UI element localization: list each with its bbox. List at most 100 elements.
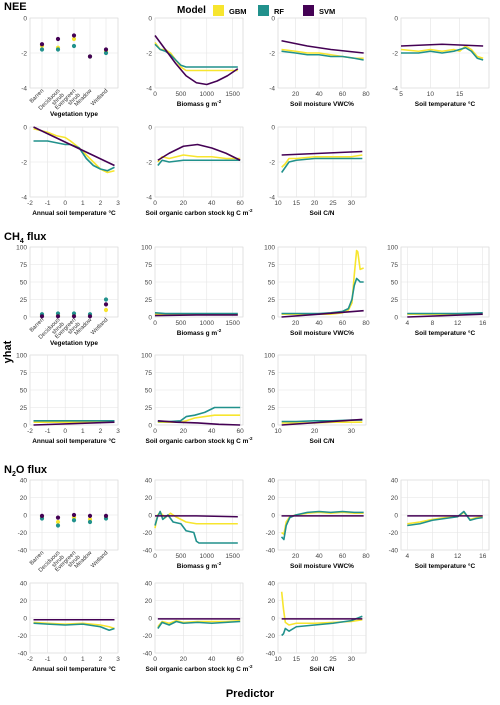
y-tick-label: -40 [266, 548, 276, 555]
y-tick-label: 40 [268, 478, 276, 485]
y-tick-label: 0 [23, 616, 27, 623]
x-tick-label: 1000 [200, 553, 215, 560]
x-tick-label: 30 [348, 428, 356, 435]
x-tick-label-line: Wetland [90, 317, 109, 336]
line-rf [154, 510, 238, 544]
x-axis-title: Biomass g m-2 [177, 328, 222, 337]
legend-title: Model [177, 5, 206, 16]
y-tick-label: -4 [21, 86, 27, 93]
section-title-subscript: 2 [12, 471, 16, 478]
y-tick-label: 100 [264, 353, 275, 360]
panel-ch4-7: 0 25 50 75 100 10 20 30 Soil C/N [264, 353, 367, 445]
point-svm [71, 512, 77, 518]
x-tick-label: 30 [348, 200, 356, 207]
y-tick-label: 50 [20, 280, 28, 287]
y-tick-label: -40 [143, 651, 153, 658]
point-rf [103, 297, 109, 302]
line-rf [154, 312, 238, 315]
x-tick-label: 40 [208, 428, 216, 435]
line-gbm [33, 621, 115, 630]
y-tick-label: -40 [18, 651, 28, 658]
y-tick-label: -4 [392, 86, 398, 93]
y-tick-label: 0 [148, 125, 152, 132]
x-tick-label: 16 [479, 553, 487, 560]
y-tick-label: -4 [146, 86, 152, 93]
y-tick-label: 20 [20, 495, 28, 502]
x-axis-title-text: Annual soil temperature °C [32, 665, 116, 673]
x-tick-label: 0 [63, 428, 67, 435]
x-axis-title-superscript: -2 [217, 99, 221, 104]
y-tick-label: -20 [18, 530, 28, 537]
y-tick-label: 0 [394, 315, 398, 322]
x-axis-title-text: Soil C/N [310, 666, 335, 673]
line-gbm [157, 619, 241, 628]
x-tick-label: 60 [339, 553, 347, 560]
section-title-main: NEE [4, 1, 27, 13]
point-gbm [71, 36, 77, 42]
x-axis-title: Soil moisture VWC% [290, 330, 354, 337]
line-rf [157, 620, 241, 629]
line-rf [154, 43, 238, 68]
y-tick-label: 20 [391, 495, 399, 502]
line-rf [407, 312, 483, 315]
y-tick-label: 50 [391, 280, 399, 287]
y-tick-label: -40 [18, 548, 28, 555]
line-svm [281, 39, 364, 54]
y-tick-label: -2 [146, 51, 152, 58]
line-rf [281, 277, 364, 315]
point-svm [55, 515, 61, 520]
legend-swatch-svm [303, 5, 314, 16]
x-axis-title: Soil temperature °C [415, 329, 476, 337]
y-tick-label: -4 [269, 86, 275, 93]
line-svm [281, 418, 363, 426]
line-svm [157, 143, 241, 161]
point-rf [87, 519, 93, 525]
line-rf [281, 157, 363, 173]
x-tick-label: -1 [45, 428, 51, 435]
x-tick-label: 1500 [225, 320, 240, 327]
x-tick-label: 2 [99, 428, 103, 435]
x-axis-title: Soil C/N [310, 666, 335, 673]
y-tick-label: 25 [268, 297, 276, 304]
x-axis-title-superscript: -2 [248, 208, 252, 213]
x-tick-label: 5 [399, 91, 403, 98]
line-svm [281, 150, 363, 156]
panel-nee-1: -4-20BarrenDeciduousshrubEvergreenshrubM… [21, 16, 119, 118]
x-tick-label: 20 [292, 91, 300, 98]
x-tick-label: 20 [311, 428, 319, 435]
section-title-ch4: CH4 flux [4, 231, 47, 245]
x-tick-label: -2 [27, 200, 33, 207]
y-tick-label: -2 [146, 160, 152, 167]
x-axis-title-text: Biomass g m [177, 101, 218, 108]
line-rf [33, 622, 115, 632]
x-axis-title: Annual soil temperature °C [32, 437, 116, 445]
x-tick-label: 25 [329, 200, 337, 207]
x-tick-label: 80 [362, 320, 370, 327]
panels: -4-20BarrenDeciduousshrubEvergreenshrubM… [16, 16, 490, 673]
section-title-subscript: 4 [20, 238, 24, 245]
y-tick-label: 100 [387, 245, 398, 252]
y-tick-label: 40 [145, 581, 153, 588]
y-tick-label: 40 [20, 478, 28, 485]
y-tick-label: 20 [145, 598, 153, 605]
x-axis-title-text: Soil moisture VWC% [290, 330, 354, 337]
x-tick-label: 1000 [200, 320, 215, 327]
y-tick-label: 40 [145, 478, 153, 485]
line-svm [154, 314, 238, 317]
x-tick-label: 1000 [200, 91, 215, 98]
point-svm [87, 54, 93, 59]
x-axis-title-text: Biomass g m [177, 563, 218, 570]
x-axis-title-text: Soil C/N [310, 210, 335, 217]
x-tick-label: 30 [348, 656, 356, 663]
x-tick-label: -1 [45, 656, 51, 663]
y-tick-label: 0 [271, 315, 275, 322]
y-tick-label: 50 [20, 388, 28, 395]
y-tick-label: 75 [268, 262, 276, 269]
x-axis-title-text: Soil organic carbon stock kg C m [146, 438, 249, 445]
y-tick-label: 0 [148, 513, 152, 520]
panel-n2o-7: -40 -20 0 20 40 10 15 20 25 30 Soil C/N [266, 581, 367, 673]
legend-label-gbm: GBM [229, 7, 247, 16]
y-tick-label: 0 [148, 423, 152, 430]
